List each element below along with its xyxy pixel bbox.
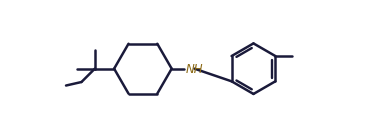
Text: NH: NH xyxy=(186,63,203,75)
